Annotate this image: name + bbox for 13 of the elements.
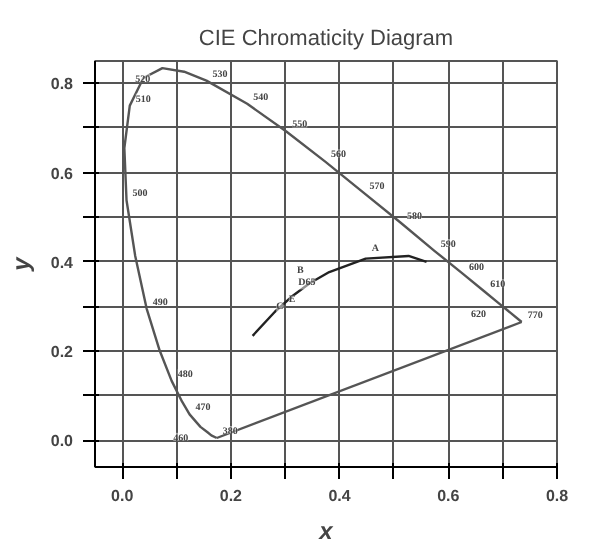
y-tick-label: 0.2 [50, 343, 75, 361]
y-tick-label: 0.0 [50, 432, 75, 451]
y-tick-label: 0.8 [50, 75, 75, 94]
y-tick-label: 0.6 [50, 164, 75, 183]
x-tick-label: 0.6 [437, 487, 461, 505]
x-tick-label: 0.2 [219, 487, 244, 505]
x-tick-label: 0.4 [328, 487, 352, 505]
x-tick-label: 0.0 [111, 487, 135, 505]
x-axis-title: x [317, 517, 336, 545]
chart-title: CIE Chromaticity Diagram [198, 27, 454, 51]
y-axis-title: y [6, 254, 35, 273]
y-tick-label: 0.4 [50, 253, 75, 272]
x-tick-label: 0.8 [545, 487, 570, 505]
